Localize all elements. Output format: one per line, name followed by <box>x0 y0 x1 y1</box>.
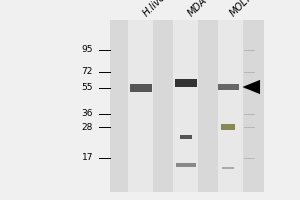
Bar <box>110 20 264 192</box>
Bar <box>222 167 234 169</box>
Bar <box>128 20 153 192</box>
Text: 17: 17 <box>82 154 93 162</box>
Bar <box>172 20 198 192</box>
Text: 95: 95 <box>82 46 93 54</box>
Text: 55: 55 <box>82 83 93 92</box>
Text: 72: 72 <box>82 68 93 76</box>
Text: 36: 36 <box>82 109 93 118</box>
Text: MOLT-4: MOLT-4 <box>228 0 260 18</box>
Bar <box>218 20 243 192</box>
Text: MDA-MB-453: MDA-MB-453 <box>186 0 238 18</box>
Text: H.liver: H.liver <box>141 0 170 18</box>
Text: 28: 28 <box>82 122 93 132</box>
Bar <box>130 84 152 92</box>
Bar <box>221 124 235 130</box>
Bar <box>175 79 197 87</box>
Bar <box>176 163 196 167</box>
Bar <box>218 84 239 90</box>
Bar <box>180 135 192 139</box>
Polygon shape <box>242 80 260 94</box>
